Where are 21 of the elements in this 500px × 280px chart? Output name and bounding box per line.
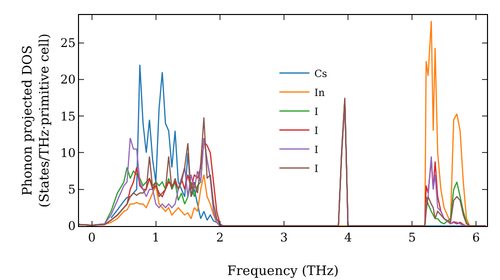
x-tick-label: 0 xyxy=(88,230,96,244)
legend-label: I xyxy=(314,106,318,118)
legend-label: In xyxy=(314,88,326,99)
legend-label: I xyxy=(314,164,318,175)
x-tick-label: 4 xyxy=(344,230,352,244)
x-tick-label: 1 xyxy=(152,230,160,244)
x-tick-label: 3 xyxy=(280,230,288,244)
y-tick-label: 5 xyxy=(68,182,76,197)
x-tick-label: 5 xyxy=(408,230,416,244)
y-tick-label: 25 xyxy=(60,36,76,50)
y-tick-label: 10 xyxy=(60,146,76,160)
x-tick-label: 2 xyxy=(216,230,224,244)
legend-label: I xyxy=(314,126,318,137)
y-tick-label: 0 xyxy=(68,219,76,234)
legend-label: I xyxy=(314,144,318,156)
y-tick-label: 15 xyxy=(60,109,76,124)
legend-label: Cs xyxy=(314,68,328,80)
x-axis-title: Frequency (THz) xyxy=(227,264,339,279)
y-tick-label: 20 xyxy=(60,72,76,87)
x-tick-label: 6 xyxy=(472,230,480,244)
y-axis-title: Phonon projected DOS (States/THz·primitive cell) xyxy=(20,33,52,208)
